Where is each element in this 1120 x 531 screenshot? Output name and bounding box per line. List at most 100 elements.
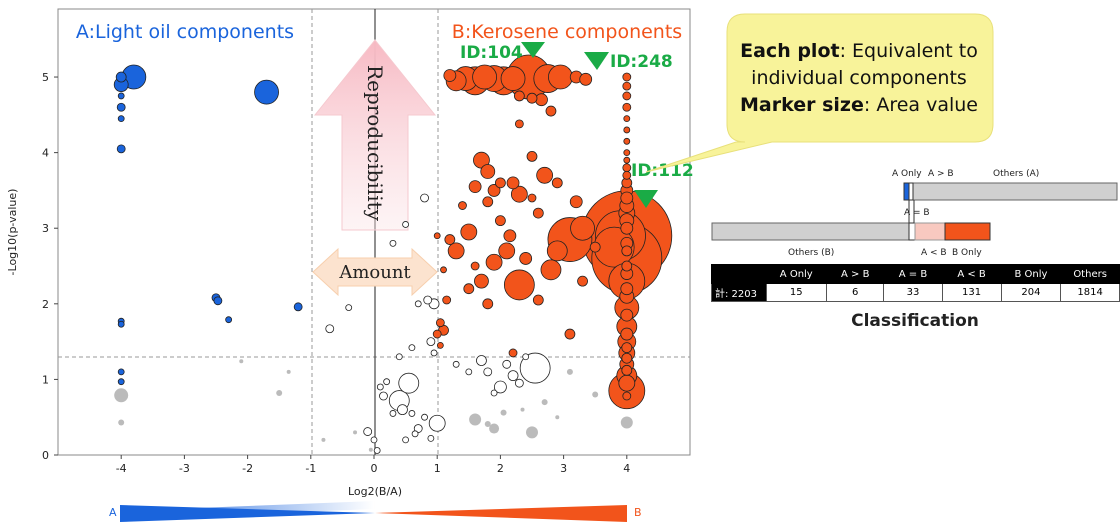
bar-a-gt-b [908, 182, 914, 201]
gradient-label-a: A [109, 506, 117, 519]
gradient-label-b: B [634, 506, 642, 519]
y-tick-label: 1 [42, 373, 49, 386]
data-point [551, 177, 563, 189]
callout-line1-rest: : Equivalent to [839, 40, 978, 62]
data-point [379, 391, 388, 401]
data-point [623, 156, 631, 164]
data-point [621, 352, 633, 364]
data-point [526, 426, 538, 439]
classification-table: A Only A > B A = B A < B B Only Others 計… [711, 264, 1120, 302]
callout-bubble [645, 13, 994, 173]
y-tick-label: 3 [42, 222, 49, 235]
data-point [254, 79, 279, 105]
data-point [116, 102, 126, 112]
y-axis-label: -Log10(p-value) [6, 189, 19, 276]
data-point [493, 380, 507, 394]
data-point [555, 415, 560, 420]
table-header [711, 264, 767, 284]
data-point [115, 71, 127, 83]
data-point [430, 349, 438, 357]
data-point [494, 177, 506, 189]
data-point [458, 201, 467, 210]
data-point [503, 229, 517, 243]
x-tick-label: -4 [116, 462, 127, 475]
data-point [117, 378, 125, 386]
data-point [480, 164, 496, 179]
data-point [389, 410, 397, 417]
data-point [368, 447, 373, 452]
data-point [620, 308, 634, 322]
reproducibility-label: Reproducibility [363, 65, 387, 222]
data-point [623, 137, 631, 145]
data-point [463, 283, 475, 295]
table-header: Others [1060, 264, 1120, 284]
data-point [476, 355, 487, 366]
data-point [622, 91, 632, 101]
ab-gradient-left [120, 505, 375, 522]
data-point [621, 342, 633, 354]
reproducibility-arrow [313, 39, 437, 231]
data-point [411, 430, 419, 438]
data-point [485, 253, 503, 271]
data-point [345, 304, 353, 311]
data-point [383, 378, 391, 386]
data-point [622, 391, 632, 401]
data-point [353, 430, 358, 435]
data-point [470, 261, 480, 271]
data-point [519, 352, 551, 384]
data-point [433, 232, 441, 240]
data-point [426, 337, 436, 347]
data-point [389, 239, 397, 247]
x-tick-label: 4 [623, 462, 630, 475]
data-point [622, 170, 632, 180]
table-header: B Only [1000, 264, 1062, 284]
data-point [482, 196, 494, 208]
data-point [483, 367, 493, 377]
callout-line2: individual components [751, 67, 967, 89]
classification-title: Classification [851, 311, 979, 331]
data-point [500, 66, 526, 91]
data-point [452, 360, 460, 368]
data-point [397, 404, 408, 416]
data-point [436, 341, 444, 349]
lbl-a-only: A Only [892, 169, 922, 179]
data-point [423, 295, 433, 305]
data-point [508, 348, 518, 358]
data-point [545, 105, 557, 117]
a-title: A:Light oil components [76, 21, 294, 43]
data-point [500, 409, 507, 416]
data-point [623, 149, 631, 157]
bar-a-only [903, 182, 910, 201]
data-point [443, 69, 457, 82]
data-point [421, 413, 428, 421]
data-point [444, 234, 456, 245]
data-point [623, 115, 631, 123]
data-point [402, 221, 410, 228]
data-point [428, 414, 446, 432]
data-point [620, 282, 634, 296]
callout-shape [645, 13, 994, 173]
data-point [621, 245, 633, 257]
data-point [117, 320, 125, 328]
data-point [472, 64, 498, 90]
data-point [325, 324, 335, 334]
data-point [622, 81, 632, 91]
data-point [536, 166, 554, 184]
x-axis-label: Log2(B/A) [348, 485, 402, 498]
lbl-a-lt-b: A < B [921, 248, 947, 258]
data-point [514, 119, 524, 129]
lbl-others-a: Others (A) [993, 169, 1039, 179]
data-point [487, 184, 501, 197]
data-point [498, 242, 516, 260]
data-point [513, 90, 525, 102]
data-point [579, 72, 593, 86]
table-cell: 204 [1000, 283, 1062, 302]
lbl-b-only: B Only [952, 248, 982, 258]
callout-line3-rest: : Area value [863, 94, 978, 116]
data-point [469, 413, 482, 426]
data-point [564, 328, 576, 340]
data-point [546, 240, 568, 262]
data-point [474, 273, 489, 289]
id112-label: ID:112 [631, 161, 694, 181]
data-point [577, 275, 588, 287]
